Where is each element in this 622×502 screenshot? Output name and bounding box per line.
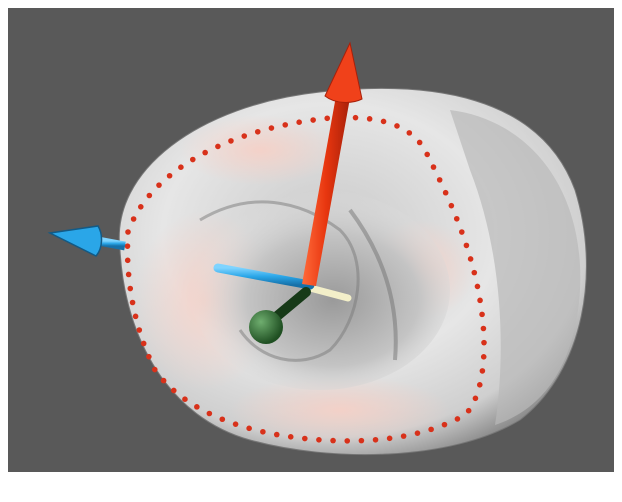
landmark-dot xyxy=(316,437,322,443)
landmark-dot xyxy=(127,286,133,292)
landmark-dot xyxy=(401,433,407,439)
landmark-dot xyxy=(178,164,184,170)
landmark-dot xyxy=(367,116,373,122)
landmark-dot xyxy=(125,229,131,235)
landmark-dot xyxy=(480,368,486,374)
landmark-dot xyxy=(481,326,487,332)
landmark-dot xyxy=(431,164,437,170)
landmark-dot xyxy=(471,270,477,276)
landmark-dot xyxy=(454,216,460,222)
landmark-dot xyxy=(330,438,336,444)
green-sphere xyxy=(249,310,283,344)
landmark-dot xyxy=(125,258,131,264)
landmark-dot xyxy=(296,119,302,125)
landmark-dot xyxy=(288,434,294,440)
landmark-dot xyxy=(449,203,455,209)
landmark-dot xyxy=(133,314,139,320)
landmark-dot xyxy=(459,229,465,235)
landmark-dot xyxy=(473,395,479,401)
landmark-dot xyxy=(394,123,400,129)
landmark-dot xyxy=(255,129,261,135)
landmark-dot xyxy=(215,144,221,150)
landmark-dot xyxy=(194,404,200,410)
landmark-dot xyxy=(138,204,144,210)
landmark-dot xyxy=(477,382,483,388)
landmark-dot xyxy=(156,182,162,188)
landmark-dot xyxy=(443,190,449,196)
landmark-dot xyxy=(415,430,421,436)
landmark-dot xyxy=(269,125,275,131)
landmark-dot xyxy=(246,426,252,432)
landmark-dot xyxy=(344,438,350,444)
landmark-dot xyxy=(207,411,213,417)
landmark-dot xyxy=(141,341,147,347)
landmark-dot xyxy=(219,416,225,422)
landmark-dot xyxy=(407,130,413,136)
landmark-dot xyxy=(464,243,470,249)
landmark-dot xyxy=(381,119,387,125)
landmark-dot xyxy=(228,138,234,144)
landmark-dot xyxy=(359,438,365,444)
landmark-dot xyxy=(353,115,359,121)
landmark-dot xyxy=(147,193,153,199)
tint xyxy=(180,115,340,185)
landmark-dot xyxy=(475,284,481,290)
landmark-dot xyxy=(310,117,316,123)
landmark-dot xyxy=(282,122,288,128)
landmark-dot xyxy=(260,429,266,435)
landmark-dot xyxy=(437,177,443,183)
landmark-dot xyxy=(481,354,487,360)
landmark-dot xyxy=(241,133,247,139)
landmark-dot xyxy=(161,378,167,384)
landmark-dot xyxy=(479,312,485,318)
landmark-dot xyxy=(373,437,379,443)
landmark-dot xyxy=(424,152,430,158)
landmark-dot xyxy=(190,157,196,163)
landmark-dot xyxy=(146,354,152,360)
landmark-dot xyxy=(455,416,461,422)
landmark-dot xyxy=(442,422,448,428)
landmark-dot xyxy=(468,256,474,262)
landmark-dot xyxy=(477,298,483,304)
viewport xyxy=(0,0,622,502)
landmark-dot xyxy=(136,327,142,333)
landmark-dot xyxy=(302,436,308,442)
landmark-dot xyxy=(428,427,434,433)
landmark-dot xyxy=(202,150,208,156)
landmark-dot xyxy=(417,140,423,146)
landmark-dot xyxy=(131,216,137,222)
landmark-dot xyxy=(466,408,472,414)
landmark-dot xyxy=(130,300,136,306)
landmark-dot xyxy=(387,436,393,442)
page: (() => { const svg = document.getElement… xyxy=(0,0,622,502)
landmark-dot xyxy=(324,115,330,121)
landmark-dot xyxy=(171,388,177,394)
landmark-dot xyxy=(274,432,280,438)
landmark-dot xyxy=(182,396,188,402)
landmark-dot xyxy=(481,340,487,346)
landmark-dot xyxy=(126,272,132,278)
landmark-dot xyxy=(125,243,131,249)
landmark-dot xyxy=(233,421,239,427)
landmark-dot xyxy=(167,173,173,179)
landmark-dot xyxy=(152,367,158,373)
